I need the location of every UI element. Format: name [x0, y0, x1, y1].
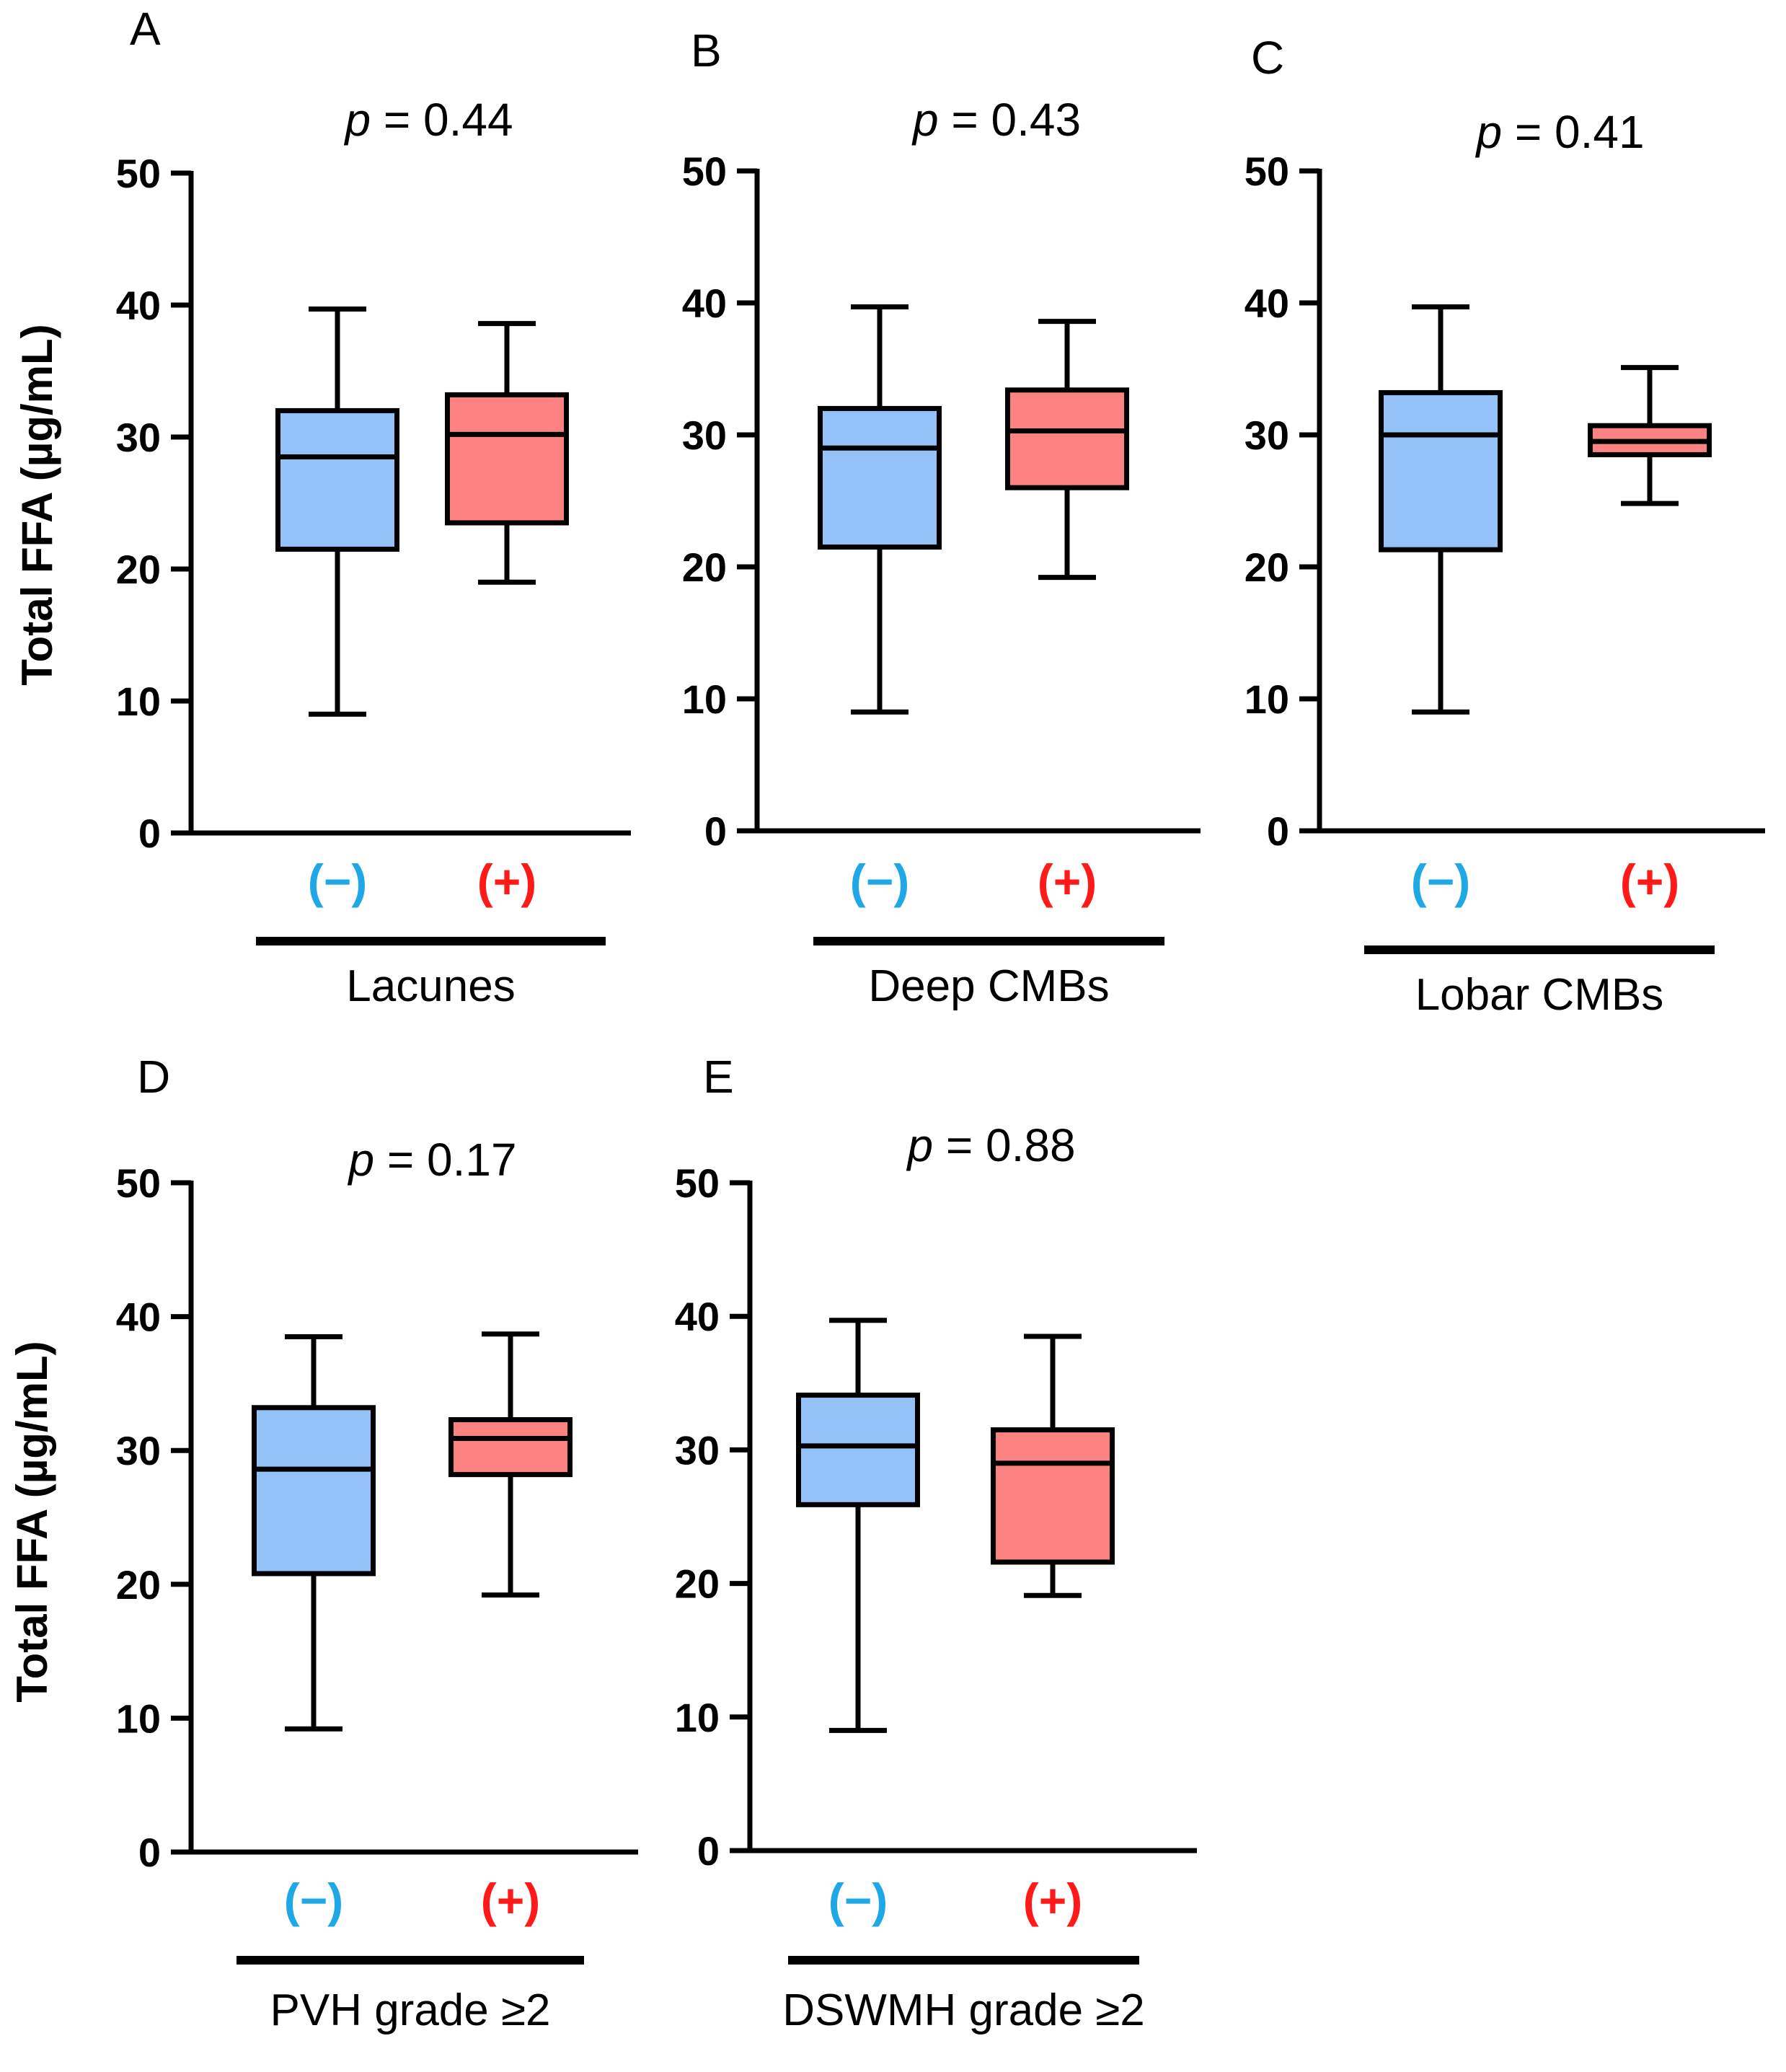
p-value-label: p = 0.44 — [343, 94, 513, 146]
y-tick-label: 40 — [675, 1294, 720, 1339]
group-label-positive: (+) — [1023, 1874, 1083, 1927]
panel-letter: B — [691, 25, 722, 76]
variable-label: Lobar CMBs — [1415, 970, 1664, 1020]
panel-letter: C — [1251, 32, 1284, 84]
panel-a: Ap = 0.44 0 10 20 30 40 50 Total FFA (µg/mL) (−)… — [13, 3, 631, 1011]
box-positive — [1005, 319, 1129, 581]
y-tick-label: 0 — [697, 1828, 720, 1874]
y-tick-label: 40 — [116, 283, 161, 328]
y-tick-label: 20 — [116, 1562, 161, 1608]
group-label-negative: (−) — [1411, 855, 1471, 908]
box-positive — [445, 321, 569, 585]
y-tick-label: 40 — [682, 281, 727, 326]
box-positive — [991, 1333, 1115, 1598]
iqr-box — [1005, 387, 1129, 490]
y-tick-label: 30 — [682, 413, 727, 458]
p-value-label: p = 0.17 — [347, 1134, 516, 1186]
p-symbol: p — [1475, 106, 1502, 158]
p-value-text: = 0.41 — [1502, 106, 1645, 158]
y-tick-label: 10 — [1245, 676, 1289, 722]
box-negative — [252, 1333, 376, 1732]
p-value-label: p = 0.41 — [1475, 106, 1644, 158]
group-label-positive: (+) — [1038, 855, 1097, 908]
iqr-box — [275, 407, 399, 552]
p-symbol: p — [911, 94, 939, 146]
panel-c: Cp = 0.41 0 10 20 30 40 50 (−) (+) Lobar CMBs — [1245, 32, 1765, 1020]
group-label-negative: (−) — [284, 1874, 344, 1927]
group-label-positive: (+) — [1620, 855, 1680, 908]
y-tick-label: 0 — [138, 811, 161, 856]
y-tick-label: 30 — [675, 1427, 720, 1473]
panel-d: Dp = 0.17 0 10 20 30 40 50 Total FFA (µg/mL) (−)… — [8, 1051, 638, 2035]
p-value-label: p = 0.88 — [906, 1119, 1075, 1171]
y-axis-label: Total FFA (µg/mL) — [8, 1341, 56, 1702]
p-value-text: = 0.88 — [933, 1119, 1076, 1171]
panel-letter: A — [130, 3, 161, 55]
box-positive — [1588, 365, 1712, 506]
p-value-text: = 0.17 — [374, 1134, 517, 1186]
box-negative — [1379, 304, 1503, 715]
iqr-box — [252, 1405, 376, 1577]
y-tick-label: 20 — [675, 1561, 720, 1607]
panel-e: Ep = 0.88 0 10 20 30 40 50 (−) (+) DSWMH grade ≥2 — [675, 1051, 1197, 2035]
iqr-box — [448, 1417, 573, 1478]
group-label-positive: (+) — [477, 855, 537, 908]
iqr-box — [991, 1427, 1115, 1565]
y-tick-label: 50 — [675, 1160, 720, 1206]
p-symbol: p — [906, 1119, 933, 1171]
y-tick-label: 0 — [704, 808, 727, 854]
box-negative — [796, 1318, 920, 1733]
variable-label: Deep CMBs — [868, 961, 1109, 1011]
panel-b: Bp = 0.43 0 10 20 30 40 50 (−) (+) Deep CMBs — [682, 25, 1201, 1011]
iqr-box — [818, 405, 942, 550]
p-symbol: p — [343, 94, 371, 146]
y-tick-label: 40 — [1245, 281, 1289, 326]
y-tick-label: 10 — [116, 1696, 161, 1741]
y-tick-label: 30 — [1245, 413, 1289, 458]
y-tick-label: 20 — [116, 547, 161, 592]
y-tick-label: 20 — [1245, 545, 1289, 590]
y-tick-label: 10 — [682, 676, 727, 722]
panel-letter: E — [703, 1051, 734, 1103]
p-value-text: = 0.43 — [939, 94, 1082, 146]
panel-letter: D — [137, 1051, 170, 1103]
y-tick-label: 40 — [116, 1295, 161, 1340]
iqr-box — [796, 1392, 920, 1507]
group-label-negative: (−) — [828, 1874, 888, 1927]
group-label-negative: (−) — [850, 855, 910, 908]
y-tick-label: 10 — [675, 1695, 720, 1740]
y-tick-label: 50 — [116, 151, 161, 196]
y-tick-label: 50 — [116, 1160, 161, 1206]
iqr-box — [1379, 389, 1503, 552]
p-value-label: p = 0.43 — [911, 94, 1081, 146]
y-tick-label: 30 — [116, 1428, 161, 1473]
y-tick-label: 0 — [1267, 808, 1289, 854]
variable-label: Lacunes — [346, 961, 515, 1011]
y-axis-label: Total FFA (µg/mL) — [13, 324, 61, 685]
y-tick-label: 30 — [116, 415, 161, 460]
y-tick-label: 0 — [138, 1830, 161, 1875]
p-symbol: p — [347, 1134, 374, 1186]
y-tick-label: 50 — [1245, 149, 1289, 194]
y-tick-label: 10 — [116, 679, 161, 724]
iqr-box — [445, 392, 569, 526]
group-label-negative: (−) — [308, 855, 368, 908]
variable-label: DSWMH grade ≥2 — [782, 1985, 1145, 2035]
y-tick-label: 20 — [682, 545, 727, 590]
box-negative — [275, 306, 399, 717]
variable-label: PVH grade ≥2 — [270, 1985, 550, 2035]
box-positive — [448, 1331, 573, 1598]
group-label-positive: (+) — [481, 1874, 541, 1927]
y-tick-label: 50 — [682, 149, 727, 194]
p-value-text: = 0.44 — [371, 94, 513, 146]
box-negative — [818, 304, 942, 715]
